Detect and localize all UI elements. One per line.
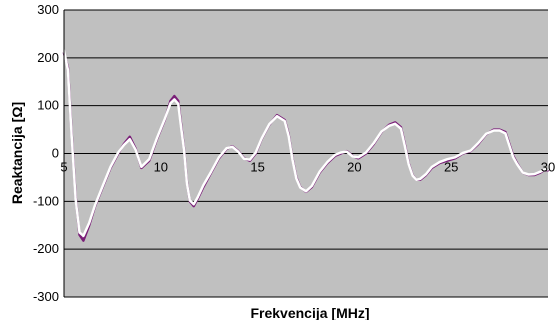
series-layer [62,49,550,242]
x-tick-label: 30 [541,160,555,175]
y-axis-title: Reaktancija [Ω] [9,102,25,204]
x-tick-label: 10 [154,160,168,175]
gridlines [64,9,548,298]
x-tick-label: 5 [60,160,67,175]
y-tick-label: 0 [52,146,59,161]
x-tick-label: 25 [444,160,458,175]
series-line-2 [62,49,550,238]
y-tick-label: -100 [33,193,59,208]
y-tick-label: 100 [37,98,59,113]
x-tick-label: 20 [347,160,361,175]
y-tick-label: 300 [37,2,59,17]
y-tick-label: 200 [37,50,59,65]
y-tick-label: -200 [33,241,59,256]
x-tick-labels: 5 10 15 20 25 30 [60,160,555,175]
y-tick-labels: 300 200 100 0 -100 -200 -300 [33,2,59,304]
x-tick-label: 15 [250,160,264,175]
x-axis-title: Frekvencija [MHz] [250,305,369,320]
y-tick-label: -300 [33,289,59,304]
